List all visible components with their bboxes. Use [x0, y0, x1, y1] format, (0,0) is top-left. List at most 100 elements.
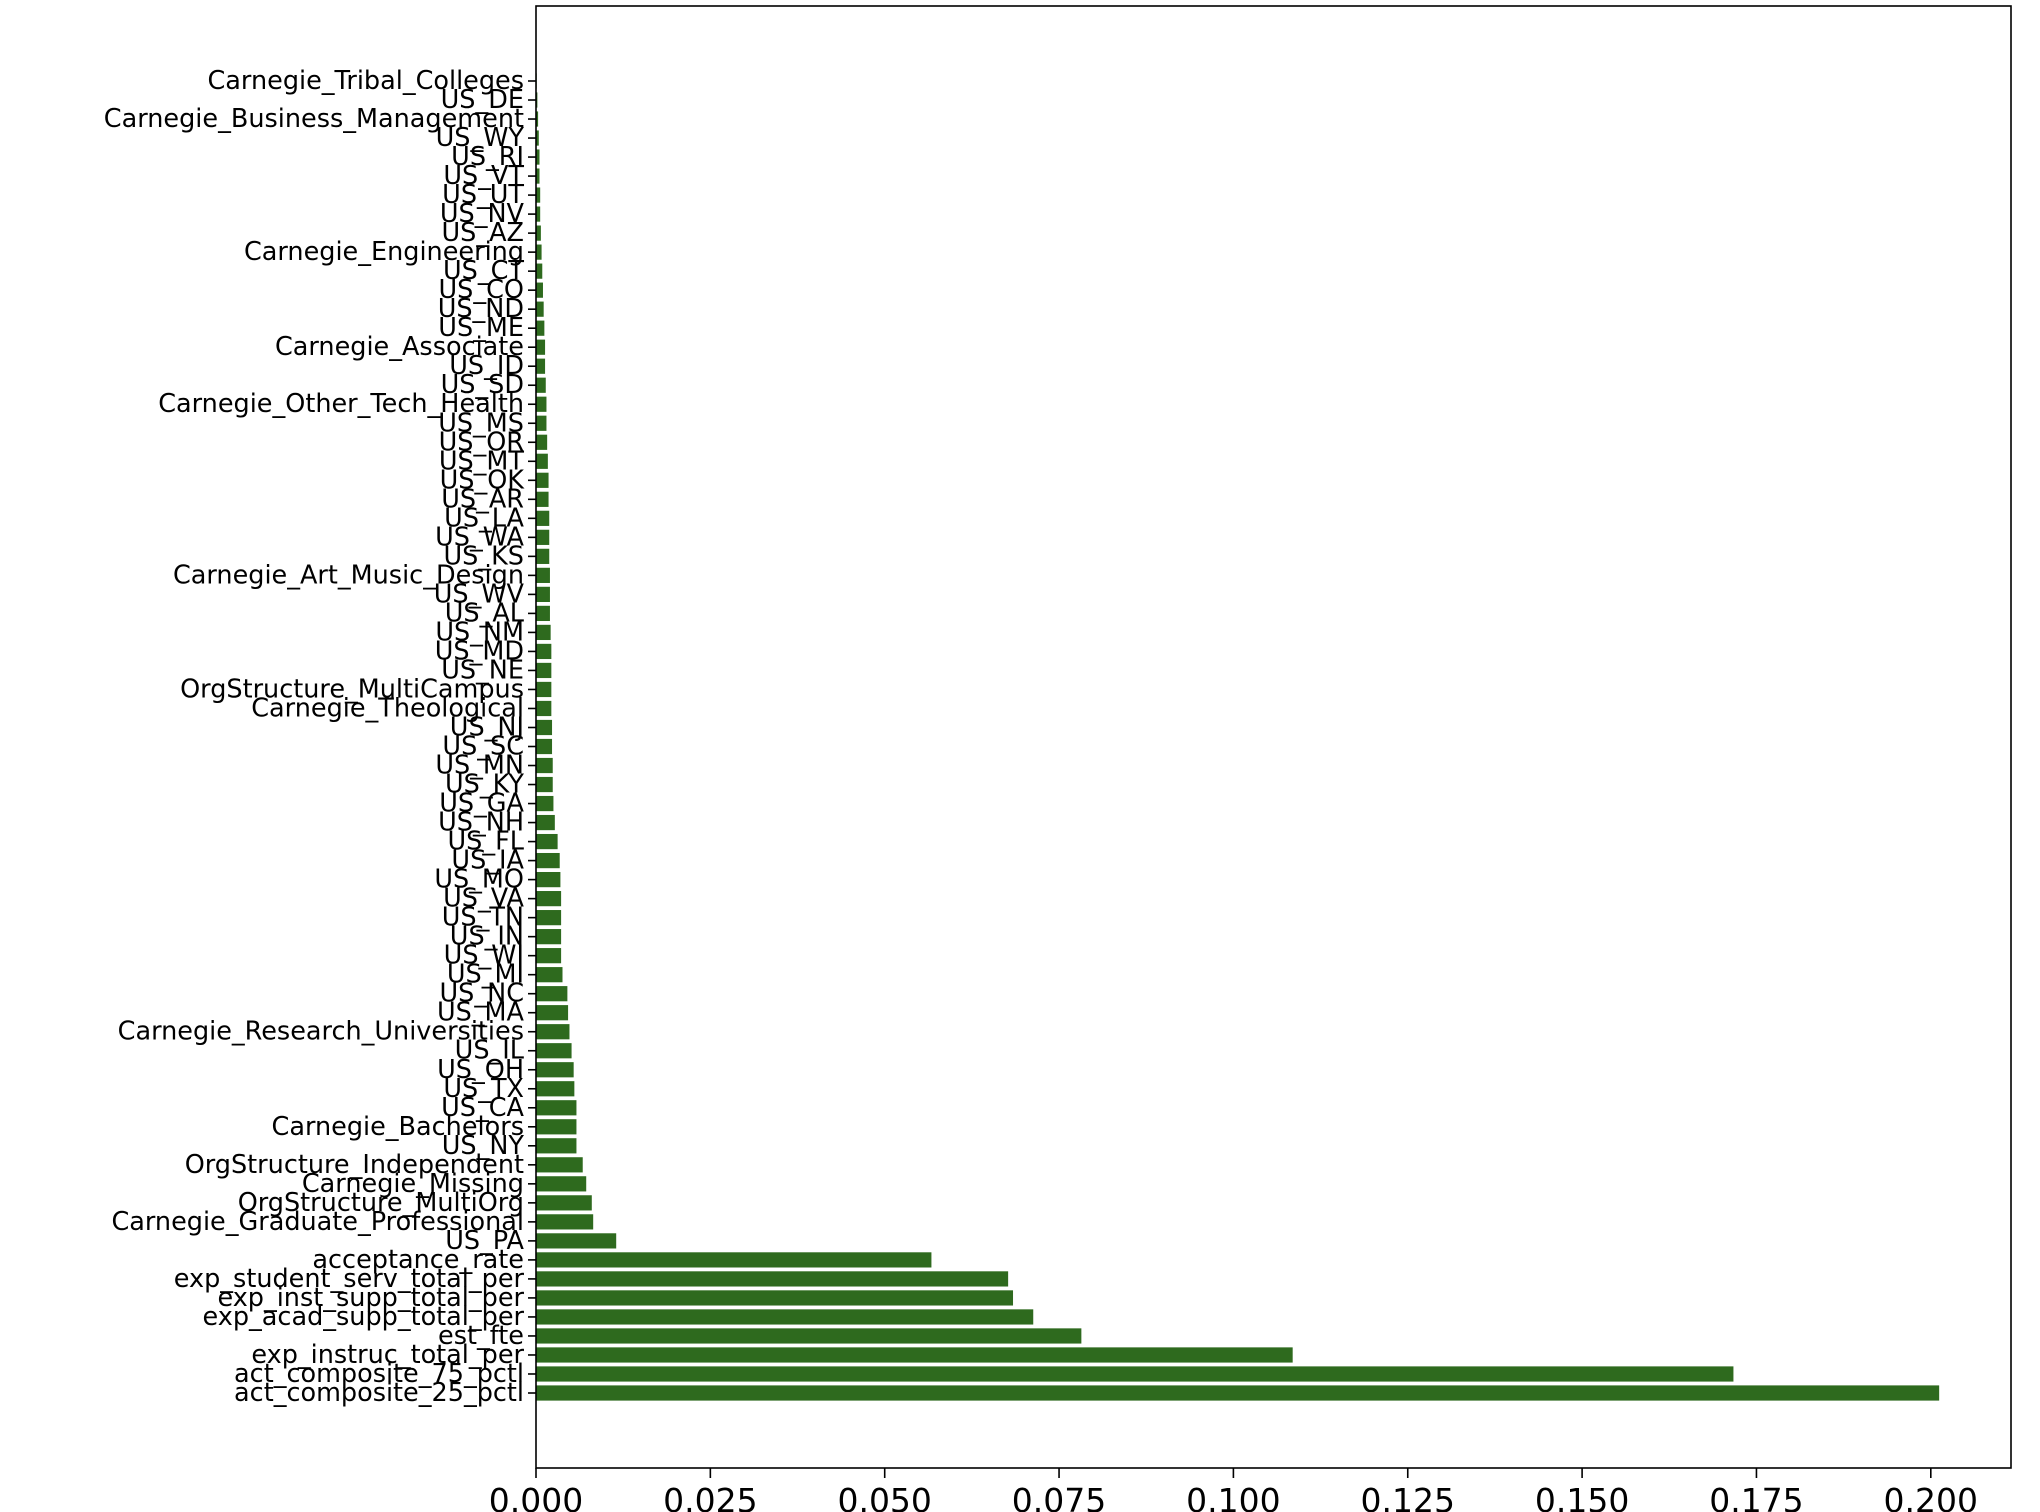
- bar-US_AL: [536, 605, 550, 622]
- bar-US_NJ: [536, 719, 553, 736]
- category-label: OrgStructure_MultiOrg: [238, 1188, 524, 1218]
- category-label: US_MN: [435, 751, 524, 781]
- category-label: US_IN: [450, 922, 524, 952]
- category-label: US_NJ: [450, 712, 524, 742]
- bar-US_MT: [536, 453, 548, 469]
- bar-exp_acad_supp_total_per: [536, 1309, 1034, 1325]
- category-label: exp_acad_supp_total_per: [203, 1302, 525, 1332]
- category-label: US_TN: [442, 903, 524, 933]
- plot-frame: [535, 5, 2012, 1469]
- category-label: act_composite_75_pctl: [234, 1359, 524, 1389]
- bar-US_PA: [536, 1233, 617, 1249]
- x-tick-label: 0.100: [1186, 1481, 1280, 1512]
- bar-exp_inst_supp_total_per: [536, 1290, 1014, 1306]
- bar-Carnegie_Other_Tech_Health: [536, 396, 547, 412]
- bar-est_fte: [536, 1328, 1082, 1344]
- bar-US_WI: [536, 948, 562, 964]
- bar-Carnegie_Missing: [536, 1176, 587, 1192]
- category-label: US_SD: [441, 370, 524, 400]
- category-label: US_WY: [436, 123, 525, 153]
- bar-US_SC: [536, 738, 553, 755]
- bar-US_MA: [536, 1005, 569, 1021]
- category-label: US_WA: [435, 522, 524, 552]
- category-label: act_composite_25_pctl: [234, 1378, 524, 1408]
- bar-US_NH: [536, 814, 555, 831]
- category-label: OrgStructure_Independent: [185, 1150, 524, 1180]
- category-label: US_DE: [441, 85, 524, 115]
- bar-US_NM: [536, 624, 551, 641]
- bar-exp_student_serv_total_per: [536, 1271, 1009, 1287]
- category-label: US_ME: [438, 313, 524, 343]
- bar-US_OK: [536, 472, 549, 488]
- category-label: US_MT: [439, 446, 525, 476]
- bar-US_CA: [536, 1100, 577, 1116]
- bar-acceptance_rate: [536, 1252, 932, 1268]
- category-label: US_NV: [440, 199, 525, 229]
- category-label: Carnegie_Bachelors: [272, 1112, 524, 1142]
- category-label: US_MS: [438, 408, 524, 438]
- bar-Carnegie_Engineering: [536, 244, 542, 260]
- bar-US_LA: [536, 510, 550, 526]
- category-label: exp_inst_supp_total_per: [217, 1283, 524, 1313]
- category-labels-group: act_composite_25_pctlact_composite_75_pc…: [104, 66, 536, 1408]
- bar-US_AZ: [536, 225, 541, 241]
- category-label: US_AR: [441, 484, 524, 514]
- x-axis-ticks-group: 0.000 0.025 0.050 0.075 0.100 0.125 0.150 0.175…: [489, 1468, 1978, 1512]
- category-label: US_WI: [444, 941, 524, 971]
- bar-US_WV: [536, 586, 550, 602]
- bar-US_ID: [536, 358, 546, 374]
- category-label: US_LA: [444, 503, 524, 533]
- bar-US_VT: [536, 168, 540, 184]
- bar-US_CO: [536, 282, 543, 298]
- category-label: Carnegie_Engineering: [244, 237, 524, 267]
- x-tick-label: 0.000: [489, 1481, 583, 1512]
- category-label: Carnegie_Business_Management: [104, 104, 524, 134]
- category-label: US_MD: [435, 636, 524, 666]
- category-label: US_CO: [439, 275, 524, 305]
- bar-US_SD: [536, 377, 546, 393]
- category-label: Carnegie_Associate: [275, 332, 524, 362]
- category-label: Carnegie_Missing: [302, 1169, 524, 1199]
- bars-group: [536, 73, 1940, 1401]
- bar-Carnegie_Business_Management: [536, 111, 539, 127]
- x-tick-label: 0.050: [837, 1481, 931, 1512]
- bar-Carnegie_Research_Universities: [536, 1024, 570, 1040]
- bar-US_IL: [536, 1043, 572, 1059]
- category-label: Carnegie_Graduate_Professional: [111, 1207, 524, 1237]
- bar-US_IA: [536, 852, 560, 869]
- bar-Carnegie_Theological: [536, 700, 552, 717]
- category-label: US_MI: [447, 960, 524, 990]
- bar-US_MO: [536, 872, 561, 888]
- category-label: US_NY: [442, 1131, 525, 1161]
- x-tick-label: 0.150: [1535, 1481, 1629, 1512]
- category-label: US_PA: [445, 1226, 524, 1256]
- category-label: US_CT: [443, 256, 524, 286]
- category-label: Carnegie_Tribal_Colleges: [208, 66, 525, 96]
- bar-US_IN: [536, 929, 562, 945]
- bar-US_NC: [536, 986, 568, 1002]
- category-label: US_KY: [445, 770, 524, 800]
- category-label: US_GA: [439, 789, 524, 819]
- category-label: US_ND: [438, 294, 524, 324]
- category-label: US_AZ: [441, 218, 524, 248]
- bar-US_AR: [536, 491, 549, 507]
- bar-US_MS: [536, 415, 547, 431]
- category-label: US_IA: [451, 846, 524, 876]
- category-label: US_WV: [434, 579, 525, 609]
- bar-US_FL: [536, 833, 558, 850]
- category-label: acceptance_rate: [312, 1245, 524, 1275]
- bar-OrgStructure_Independent: [536, 1157, 583, 1173]
- bar-US_GA: [536, 795, 554, 812]
- category-label: US_KS: [443, 541, 524, 571]
- bar-US_ND: [536, 301, 544, 317]
- bar-US_NE: [536, 662, 552, 679]
- bar-US_TN: [536, 910, 562, 926]
- category-label: US_VT: [443, 161, 524, 191]
- category-label: US_NE: [441, 655, 524, 685]
- category-label: US_MO: [434, 865, 524, 895]
- x-tick-label: 0.200: [1884, 1481, 1978, 1512]
- category-label: est_fte: [438, 1321, 524, 1351]
- category-label: Carnegie_Research_Universities: [118, 1017, 524, 1047]
- bar-Carnegie_Art_Music_Design: [536, 567, 550, 583]
